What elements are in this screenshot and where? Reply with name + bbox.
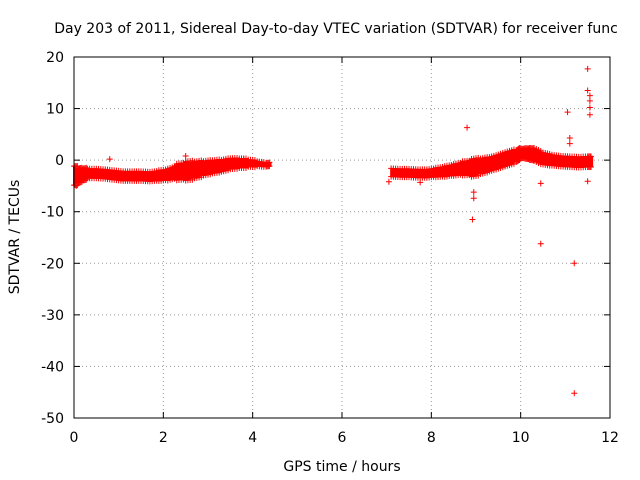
data-point (83, 176, 90, 183)
x-tick-label: 2 (159, 430, 168, 446)
data-point (586, 92, 593, 99)
y-tick-label: 0 (55, 153, 64, 169)
data-point (584, 65, 591, 72)
data-point (537, 180, 544, 187)
data-point (266, 163, 273, 170)
data-point (588, 164, 595, 171)
y-tick-label: -50 (41, 411, 64, 427)
data-point (586, 97, 593, 104)
data-point (566, 134, 573, 141)
data-point (586, 111, 593, 118)
data-point (469, 216, 476, 223)
x-tick-label: 8 (427, 430, 436, 446)
x-tick-label: 10 (512, 430, 530, 446)
y-tick-label: 20 (46, 50, 64, 66)
data-point (584, 178, 591, 185)
x-tick-label: 6 (338, 430, 347, 446)
data-point (417, 179, 424, 186)
data-point (106, 156, 113, 163)
data-point (464, 124, 471, 131)
data-point (571, 390, 578, 397)
data-point (470, 189, 477, 196)
data-point (564, 109, 571, 116)
data-point (584, 87, 591, 94)
data-point (182, 153, 189, 160)
grid (74, 57, 610, 418)
x-tick-label: 12 (601, 430, 619, 446)
data-point (529, 157, 536, 164)
axis-ticks: 0 2 4 6 8 10 12 20 10 0 -10 -20 -30 -40 -50 (41, 50, 619, 446)
data-point (240, 156, 247, 163)
x-tick-label: 0 (70, 430, 79, 446)
y-tick-label: 10 (46, 102, 64, 118)
data-point (83, 164, 90, 171)
data-point (566, 140, 573, 147)
data-point (586, 104, 593, 111)
x-axis-label: GPS time / hours (283, 459, 400, 475)
chart-title: Day 203 of 2011, Sidereal Day-to-day VTE… (54, 21, 618, 37)
data-points (71, 65, 595, 397)
y-tick-label: -10 (41, 205, 64, 221)
y-tick-label: -40 (41, 359, 64, 375)
data-point (537, 240, 544, 247)
data-point (470, 195, 477, 202)
y-tick-label: -20 (41, 256, 64, 272)
data-point (385, 178, 392, 185)
data-point (588, 153, 595, 160)
y-tick-label: -30 (41, 308, 64, 324)
data-point (171, 163, 178, 170)
y-axis-label: SDTVAR / TECUs (7, 180, 23, 295)
data-point (571, 260, 578, 267)
x-tick-label: 4 (248, 430, 257, 446)
